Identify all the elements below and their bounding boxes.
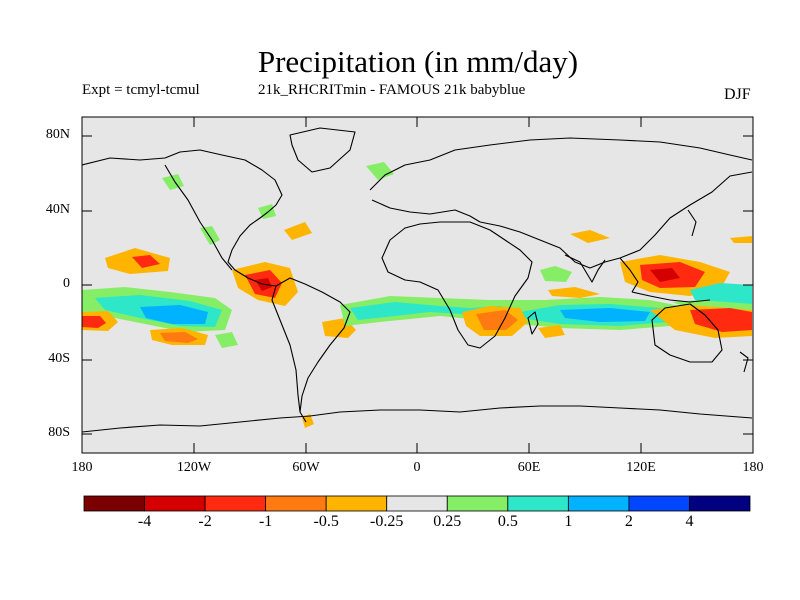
lat-label: 0 xyxy=(63,276,70,291)
lon-label: 60W xyxy=(292,460,320,475)
lat-label: 40S xyxy=(48,351,70,366)
precipitation-contours xyxy=(82,162,752,428)
contour-natl-orange xyxy=(284,222,312,240)
contour-nepac-red xyxy=(132,255,160,268)
colorbar-label: 0.5 xyxy=(497,513,518,530)
coast-new-zealand xyxy=(739,351,749,373)
coast-north-america xyxy=(82,149,283,287)
contour-spac-red xyxy=(690,308,752,332)
coast-indonesia xyxy=(631,291,711,303)
colorbar-label: -2 xyxy=(198,513,212,530)
colorbar-swatch xyxy=(204,495,267,512)
lat-ticks xyxy=(82,135,753,435)
lon-label: 60E xyxy=(517,460,541,475)
coast-europe xyxy=(369,137,753,191)
contour-safrica-green xyxy=(215,332,238,348)
colorbar-swatch xyxy=(628,495,690,512)
map-title: Precipitation (in mm/day) xyxy=(257,44,579,79)
coast-na-west xyxy=(164,164,233,271)
colorbar-swatch xyxy=(446,495,509,512)
colorbar-swatch xyxy=(386,495,448,512)
coast-greenland xyxy=(289,127,356,173)
coast-south-america xyxy=(275,277,351,423)
contour-madagascar-orange xyxy=(538,325,565,338)
contour-arabia-green xyxy=(540,266,572,282)
coast-antarctica xyxy=(82,405,753,433)
lon-label: 180 xyxy=(742,460,764,475)
coast-africa xyxy=(381,221,533,349)
runs-label: 21k_RHCRITmin - FAMOUS 21k babyblue xyxy=(258,82,526,98)
contour-spcz-red xyxy=(160,332,198,343)
contour-africa-red xyxy=(476,310,518,330)
colorbar-label: -4 xyxy=(137,513,152,530)
coast-japan xyxy=(687,209,697,237)
lon-ticks xyxy=(193,117,642,453)
coast-europe-south xyxy=(371,199,481,223)
contour-nam-green xyxy=(258,204,276,219)
colorbar-swatch xyxy=(567,495,630,512)
experiment-label: Expt = tcmyl-tcmul xyxy=(82,82,200,98)
colorbar-swatch xyxy=(689,495,751,512)
contour-nwpac-orange xyxy=(570,230,610,243)
contour-norway-green xyxy=(366,162,394,180)
coast-india xyxy=(564,254,606,283)
contour-pacific-blue xyxy=(140,305,208,324)
lon-label: 120W xyxy=(176,460,212,475)
colorbar-label: 1 xyxy=(564,513,573,530)
contour-pacific-red-w xyxy=(82,316,106,328)
colorbar-swatch xyxy=(144,495,206,512)
contour-npac-orange xyxy=(730,236,752,243)
colorbar-swatch xyxy=(507,495,569,512)
contour-patagonia-orange xyxy=(302,414,314,428)
lat-label: 80N xyxy=(45,127,70,142)
coastlines xyxy=(82,127,753,433)
lat-label: 40N xyxy=(45,202,70,217)
colorbar-swatch xyxy=(265,495,327,512)
lon-label: 180 xyxy=(71,460,93,475)
lon-label: 0 xyxy=(413,460,421,475)
colorbar-label: 2 xyxy=(624,513,633,530)
coast-se-asia xyxy=(619,257,639,293)
colorbar xyxy=(83,495,751,512)
coast-madagascar xyxy=(527,311,539,335)
colorbar-swatch xyxy=(83,495,145,512)
contour-indian-blue xyxy=(560,308,650,322)
colorbar-label: -0.5 xyxy=(313,513,339,530)
colorbar-label: -0.25 xyxy=(370,513,404,530)
season-label: DJF xyxy=(724,86,751,103)
colorbar-label: 4 xyxy=(685,513,694,530)
contour-mc-dark xyxy=(650,268,680,282)
colorbar-swatch xyxy=(325,495,388,512)
coast-sa-west xyxy=(271,285,301,413)
colorbar-label: 0.25 xyxy=(433,513,462,530)
lat-label: 80S xyxy=(48,425,70,440)
coast-australia xyxy=(651,303,723,363)
lon-label: 120E xyxy=(626,460,656,475)
coast-asia xyxy=(479,171,753,269)
colorbar-label: -1 xyxy=(258,513,273,530)
contour-safrica-orange xyxy=(548,287,600,298)
contour-baja-green xyxy=(200,226,220,245)
